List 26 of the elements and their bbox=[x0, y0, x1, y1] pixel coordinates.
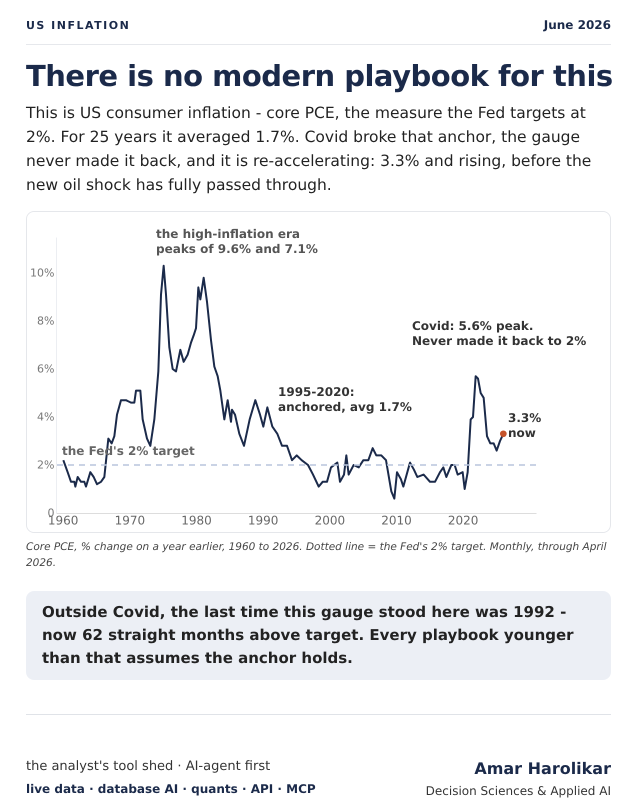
x-tick-label: 2010 bbox=[381, 514, 412, 528]
text: Core PCE, % change on a year earlier, 1960 to 2026. Dotted line = the Fed's 2% target. Monthly, through April 2026. bbox=[26, 540, 608, 571]
text: June 2026 bbox=[544, 18, 611, 32]
text: US INFLATION bbox=[26, 18, 130, 32]
text: live data · database AI · quants · API · MCP bbox=[26, 782, 316, 796]
text: Decision Sciences & Applied AI bbox=[426, 784, 611, 798]
chart-title: There is no modern playbook for this bbox=[26, 59, 613, 93]
y-tick-label: 10% bbox=[30, 266, 54, 280]
y-tick-label: 2% bbox=[37, 458, 54, 472]
text: Outside Covid, the last time this gauge stood here was 1992 - now 62 straight months above target. Every playbook younger than that assumes the anchor holds. bbox=[26, 591, 611, 680]
annotation: 1995-2020: anchored, avg 1.7% bbox=[278, 385, 412, 414]
y-tick-label: 0 bbox=[48, 506, 54, 520]
x-tick-label: 2000 bbox=[314, 514, 346, 528]
chart-subtitle: This is US consumer inflation - core PCE, the measure the Fed targets at 2%. For 25 years it averaged 1.7%. Covid broke that anchor, the gauge never made it back, and it is re-accelerating: 3.3% and rising, before the new oil shock has fully passed through. bbox=[26, 103, 592, 196]
x-tick-label: 2020 bbox=[448, 514, 478, 528]
x-tick-label: 1990 bbox=[248, 514, 278, 528]
y-tick-label: 4% bbox=[37, 410, 54, 424]
annotation: the high-inflation era peaks of 9.6% and 7.1% bbox=[156, 227, 318, 256]
annotation: 3.3% now bbox=[508, 411, 542, 440]
y-tick-label: 8% bbox=[37, 314, 54, 328]
x-tick-label: 1980 bbox=[181, 514, 212, 528]
x-tick-label: 1970 bbox=[114, 514, 146, 528]
text: the analyst's tool shed · AI-agent first bbox=[26, 759, 272, 774]
text: Amar Harolikar bbox=[473, 759, 611, 778]
annotation: Covid: 5.6% peak. Never made it back to 2% bbox=[412, 319, 586, 348]
y-tick-label: 6% bbox=[37, 362, 54, 376]
